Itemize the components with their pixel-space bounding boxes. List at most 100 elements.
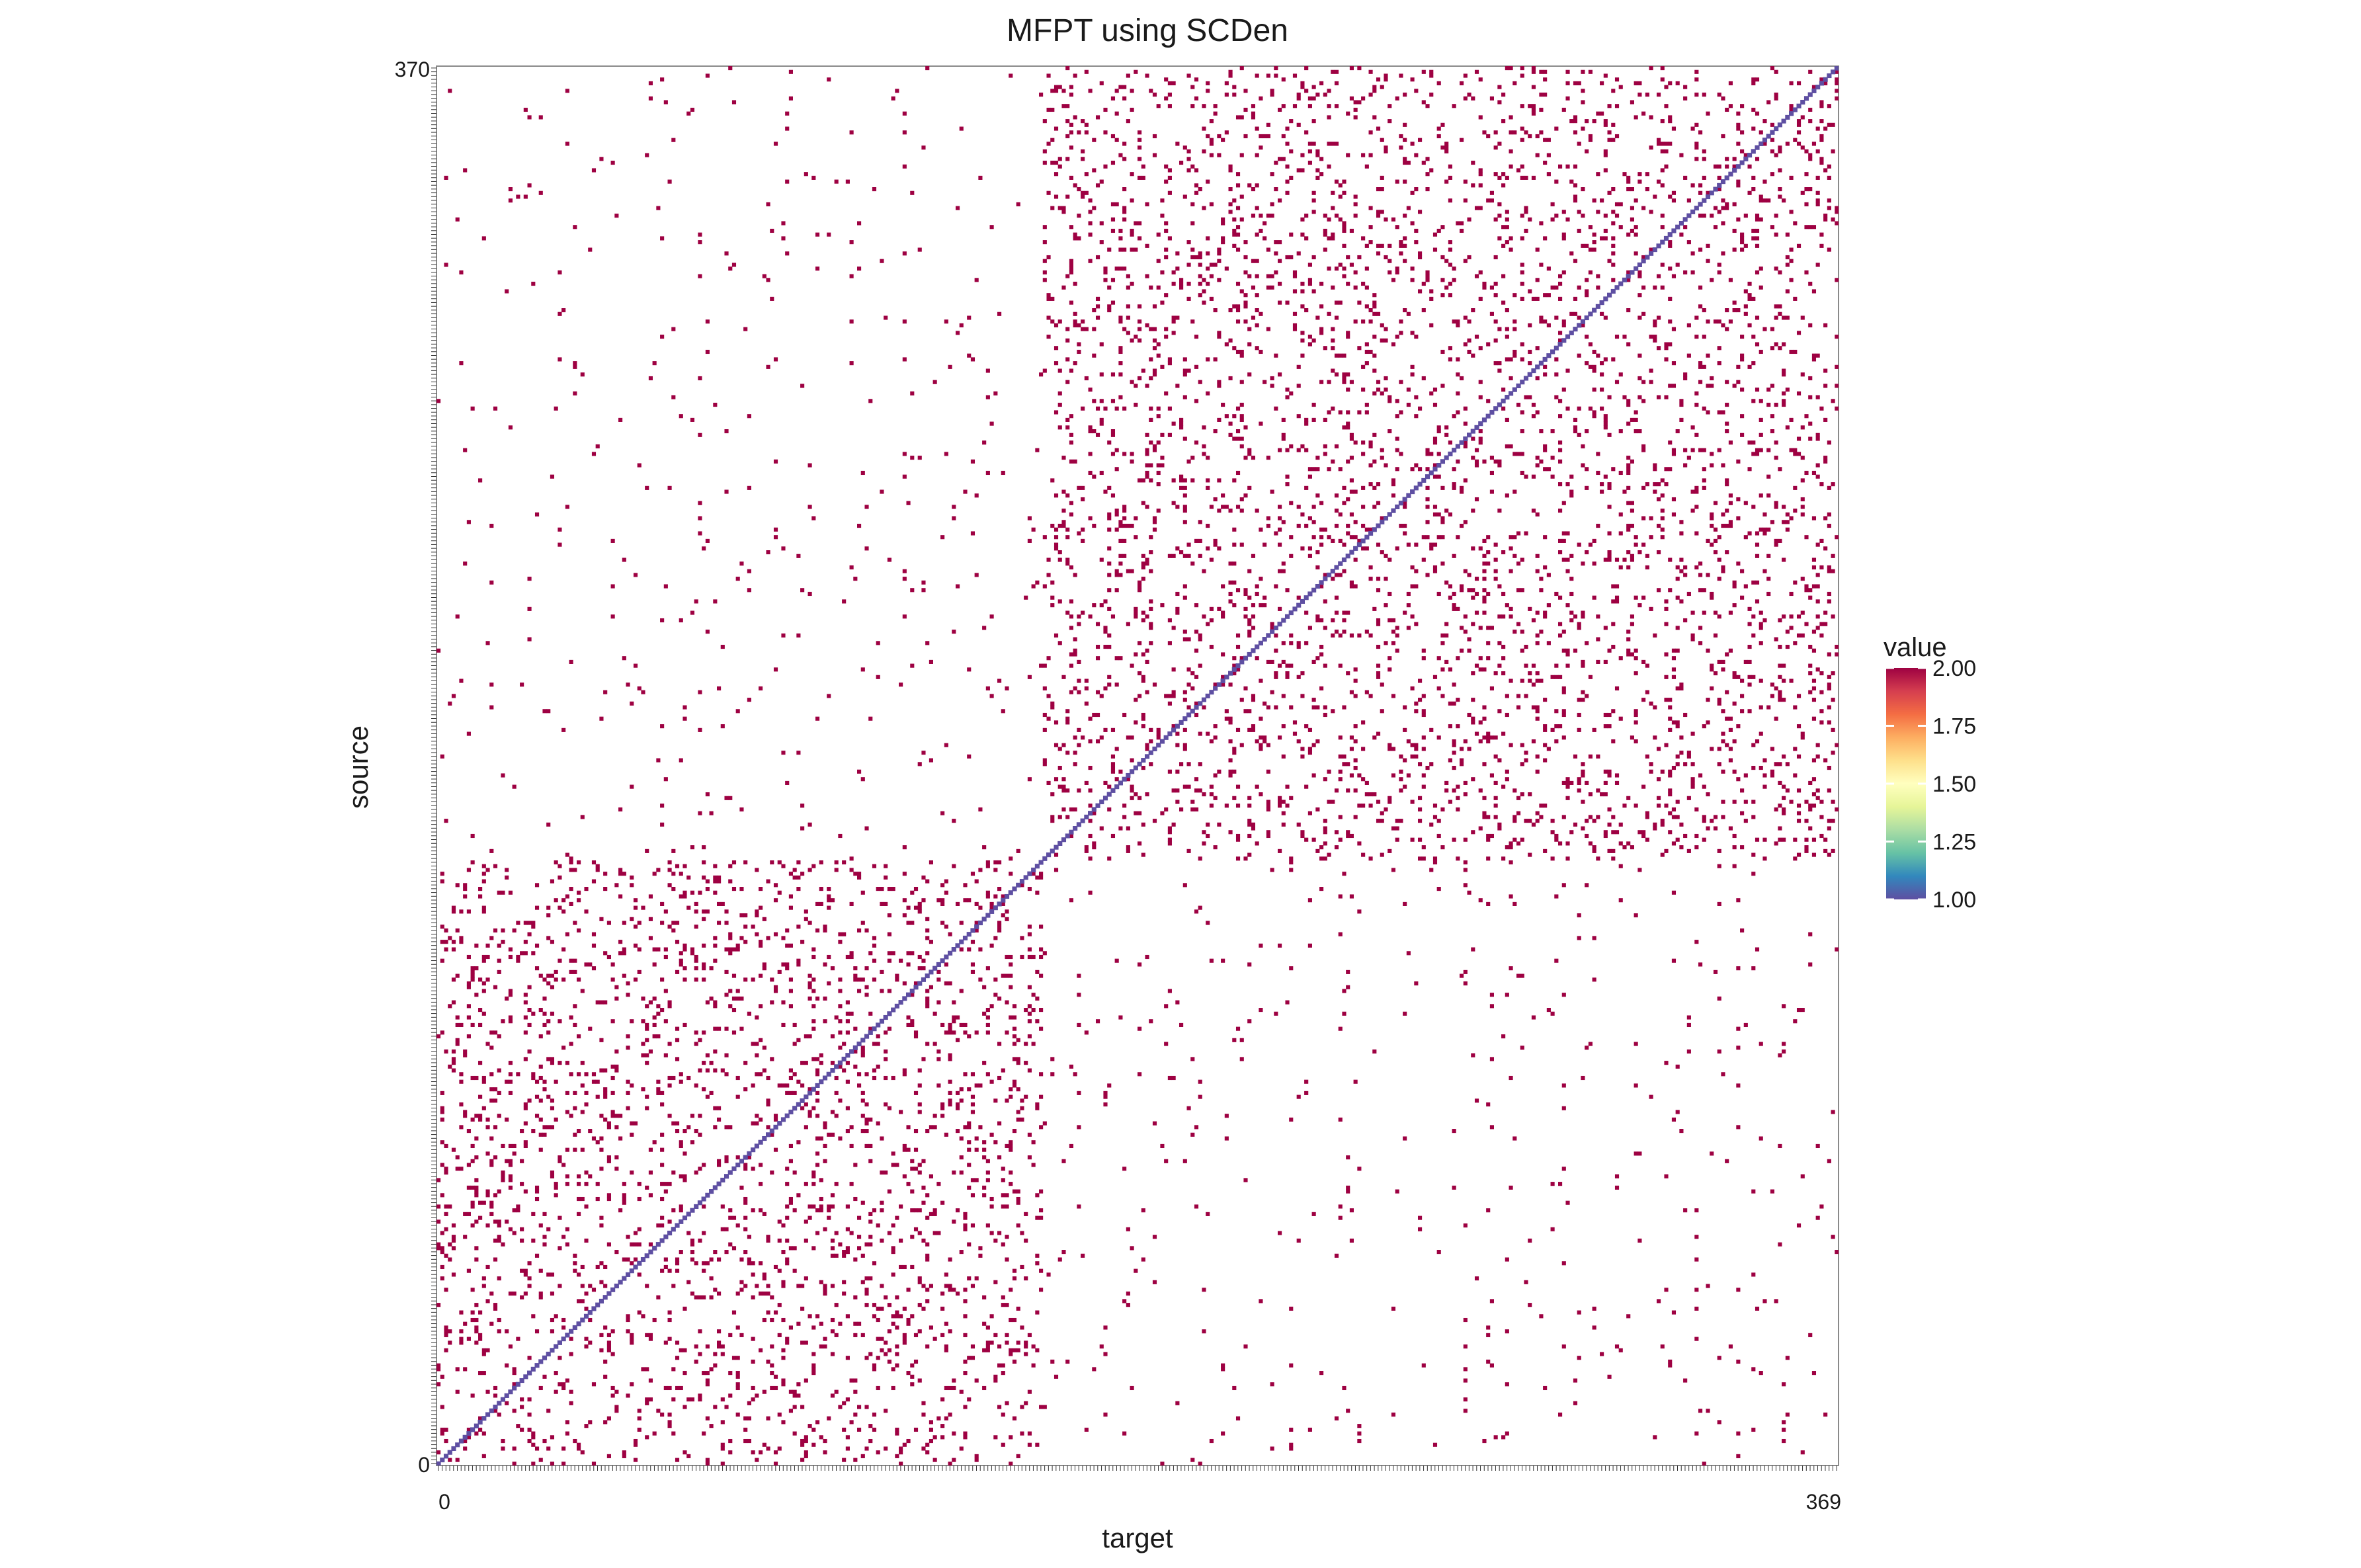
heatmap-cell (1399, 523, 1403, 528)
heatmap-cell (1561, 690, 1566, 694)
heatmap-cell (1588, 841, 1593, 846)
heatmap-cell (1221, 1367, 1225, 1372)
heatmap-cell (1198, 633, 1202, 638)
heatmap-cell (997, 1363, 1002, 1368)
heatmap-cell (1546, 747, 1551, 751)
heatmap-cell (1497, 584, 1502, 589)
heatmap-cell (1432, 815, 1438, 819)
heatmap-cell (982, 1185, 987, 1190)
heatmap-cell (1190, 686, 1195, 691)
heatmap-cell (626, 1034, 630, 1039)
heatmap-cell (1334, 845, 1339, 850)
heatmap-cell (1270, 489, 1274, 494)
heatmap-cell (618, 807, 623, 812)
heatmap-cell (656, 1079, 661, 1084)
heatmap-cell (1770, 520, 1774, 524)
heatmap-cell (1388, 557, 1392, 562)
heatmap-cell (1668, 769, 1673, 774)
heatmap-cell (804, 1219, 808, 1224)
heatmap-cell (759, 1004, 763, 1009)
heatmap-cell (1300, 833, 1305, 839)
heatmap-cell (1713, 671, 1718, 676)
heatmap-cell (1039, 1189, 1044, 1194)
heatmap-cell (1630, 614, 1634, 619)
heatmap-cell (720, 1068, 725, 1073)
heatmap-cell (606, 1416, 611, 1421)
heatmap-cell (1585, 1046, 1589, 1050)
heatmap-cell (534, 966, 540, 971)
heatmap-cell (550, 879, 555, 884)
heatmap-cell (679, 1079, 683, 1084)
heatmap-cell (1592, 845, 1596, 850)
heatmap-cell (1092, 811, 1097, 815)
heatmap-cell (1054, 743, 1059, 747)
heatmap-cell (906, 1317, 911, 1323)
heatmap-cell (842, 860, 847, 865)
heatmap-cell (1054, 527, 1059, 532)
heatmap-cell (1702, 610, 1706, 615)
heatmap-cell (1399, 777, 1403, 782)
heatmap-cell (1126, 1227, 1130, 1231)
heatmap-cell (1482, 538, 1487, 543)
heatmap-cell (925, 1193, 930, 1198)
heatmap-cell (808, 985, 812, 989)
heatmap-cell (963, 883, 968, 887)
heatmap-cell (735, 1374, 740, 1379)
heatmap-cell (963, 1072, 968, 1077)
heatmap-cell (1103, 599, 1108, 604)
heatmap-cell (1005, 1098, 1009, 1103)
heatmap-cell (1171, 554, 1176, 558)
heatmap-cell (1569, 577, 1574, 581)
heatmap-cell (451, 1238, 456, 1243)
heatmap-cell (546, 1446, 551, 1451)
heatmap-cell (1815, 436, 1820, 441)
heatmap-cell (724, 909, 729, 914)
heatmap-cell (1501, 731, 1506, 736)
heatmap-cell (1307, 727, 1312, 732)
heatmap-cell (1815, 573, 1820, 577)
heatmap-cell (542, 996, 547, 1001)
heatmap-cell (1012, 1079, 1017, 1084)
heatmap-cell (1618, 512, 1623, 516)
heatmap-cell (577, 1272, 581, 1277)
heatmap-cell (917, 1163, 922, 1167)
heatmap-cell (573, 1022, 577, 1028)
heatmap-cell (1732, 800, 1737, 804)
heatmap-cell (895, 977, 899, 982)
heatmap-cell (940, 921, 945, 925)
heatmap-cell (1721, 769, 1725, 774)
heatmap-cell (702, 1061, 706, 1065)
heatmap-cell (929, 985, 933, 989)
heatmap-cell (1228, 561, 1233, 566)
heatmap-cell (1334, 444, 1339, 449)
heatmap-cell (1300, 671, 1305, 676)
heatmap-cell (1296, 595, 1301, 600)
heatmap-cell (1247, 630, 1252, 634)
heatmap-cell (773, 1374, 778, 1379)
heatmap-cell (573, 1091, 577, 1095)
heatmap-cell (944, 890, 948, 895)
heatmap-cell (1489, 626, 1494, 630)
heatmap-cell (845, 1030, 850, 1035)
heatmap-cell (1706, 648, 1710, 653)
heatmap-cell (970, 1094, 975, 1099)
heatmap-cell (667, 1114, 672, 1118)
heatmap-cell (1675, 724, 1680, 729)
heatmap-cell (1796, 819, 1802, 823)
heatmap-cell (1289, 633, 1294, 638)
heatmap-cell (1463, 444, 1468, 449)
heatmap-cell (550, 1317, 555, 1323)
heatmap-cell (1482, 588, 1487, 593)
heatmap-cell (773, 1385, 778, 1391)
heatmap-cell (569, 887, 573, 891)
heatmap-cell (1690, 777, 1695, 782)
heatmap-cell (717, 1163, 722, 1167)
heatmap-cell (466, 909, 471, 914)
heatmap-cell (796, 925, 801, 929)
heatmap-cell (1782, 698, 1786, 702)
heatmap-cell (463, 1114, 468, 1118)
heatmap-cell (811, 1427, 816, 1432)
heatmap-cell (1190, 456, 1195, 460)
heatmap-cell (1660, 769, 1665, 774)
heatmap-cell (1675, 595, 1680, 600)
